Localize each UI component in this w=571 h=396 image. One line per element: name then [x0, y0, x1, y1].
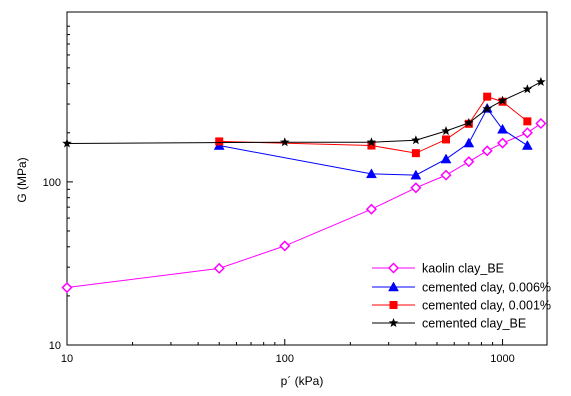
data-point — [440, 169, 452, 181]
x-tick-label: 10 — [61, 353, 73, 365]
legend: kaolin clay_BE cemented clay, 0.006% cemen… — [372, 262, 551, 331]
legend-label: cemented clay, 0.006% — [422, 281, 551, 295]
data-point — [497, 123, 508, 134]
axis-ticks: 10 100 1000 10 100 — [43, 25, 515, 365]
data-point — [366, 168, 377, 179]
data-point — [521, 140, 533, 150]
data-point — [366, 137, 377, 147]
plot-frame — [66, 11, 548, 346]
data-point — [464, 117, 474, 127]
data-point — [535, 117, 547, 130]
data-point — [410, 182, 422, 194]
y-axis-label: G (MPa) — [15, 157, 29, 202]
data-point — [213, 262, 225, 274]
series-layer — [61, 76, 547, 294]
legend-item: cemented clay, 0.001% — [372, 299, 551, 313]
x-axis-label: p´ (kPa) — [281, 374, 324, 388]
legend-marker — [388, 281, 399, 292]
legend-marker — [388, 318, 399, 328]
series-line — [219, 107, 528, 176]
legend-item: cemented clay_BE — [372, 317, 526, 331]
data-point — [62, 138, 72, 148]
data-point — [463, 137, 475, 148]
data-point — [61, 281, 73, 294]
data-point — [367, 141, 376, 150]
y-tick-label: 10 — [49, 340, 61, 352]
data-point — [463, 156, 475, 168]
data-point — [365, 203, 377, 215]
legend-item: cemented clay, 0.006% — [372, 281, 551, 295]
data-point — [523, 117, 532, 126]
series-2 — [215, 92, 532, 158]
series-0 — [61, 117, 547, 294]
legend-marker — [387, 262, 400, 274]
series-line — [66, 81, 542, 144]
data-point — [521, 127, 533, 139]
data-point — [483, 92, 492, 101]
legend-marker — [389, 301, 398, 309]
data-point — [279, 240, 291, 252]
legend-label: cemented clay_BE — [422, 317, 526, 331]
data-point — [440, 153, 452, 164]
data-point — [411, 149, 420, 158]
legend-label: kaolin clay_BE — [422, 262, 504, 276]
data-point — [411, 135, 421, 145]
x-tick-label: 1000 — [490, 353, 514, 365]
data-point — [481, 145, 493, 157]
data-point — [496, 137, 509, 149]
x-tick-label: 100 — [276, 353, 294, 365]
series-3 — [62, 76, 546, 148]
data-point — [536, 76, 546, 86]
data-point — [441, 126, 451, 136]
data-point — [522, 84, 533, 94]
legend-item: kaolin clay_BE — [372, 262, 504, 276]
data-point — [280, 137, 290, 147]
data-point — [215, 137, 224, 146]
y-tick-label: 100 — [43, 177, 61, 189]
data-point — [442, 135, 451, 144]
data-point — [482, 103, 492, 113]
legend-label: cemented clay, 0.001% — [422, 299, 551, 313]
data-point — [410, 169, 422, 180]
data-point — [497, 95, 508, 105]
